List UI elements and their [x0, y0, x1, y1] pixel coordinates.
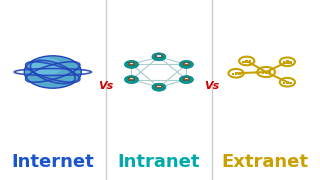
- FancyBboxPatch shape: [283, 61, 285, 64]
- Circle shape: [180, 60, 193, 68]
- FancyBboxPatch shape: [242, 61, 245, 63]
- Text: Vs: Vs: [204, 81, 220, 91]
- FancyBboxPatch shape: [183, 62, 189, 65]
- FancyBboxPatch shape: [286, 81, 289, 84]
- FancyBboxPatch shape: [268, 71, 270, 74]
- FancyBboxPatch shape: [232, 73, 234, 75]
- Circle shape: [24, 56, 81, 88]
- Circle shape: [152, 53, 166, 61]
- FancyBboxPatch shape: [249, 60, 251, 63]
- FancyBboxPatch shape: [283, 82, 285, 84]
- Text: Intranet: Intranet: [118, 153, 200, 171]
- Circle shape: [180, 76, 193, 84]
- FancyBboxPatch shape: [286, 60, 289, 64]
- FancyBboxPatch shape: [130, 63, 133, 64]
- FancyBboxPatch shape: [289, 61, 292, 64]
- FancyBboxPatch shape: [238, 73, 241, 75]
- Circle shape: [124, 60, 139, 68]
- Circle shape: [152, 83, 166, 91]
- FancyBboxPatch shape: [245, 60, 248, 63]
- FancyBboxPatch shape: [235, 72, 237, 75]
- FancyBboxPatch shape: [157, 55, 161, 57]
- FancyBboxPatch shape: [183, 78, 189, 80]
- FancyBboxPatch shape: [130, 78, 133, 79]
- FancyBboxPatch shape: [265, 71, 267, 74]
- Text: Extranet: Extranet: [222, 153, 308, 171]
- Circle shape: [124, 76, 139, 84]
- FancyBboxPatch shape: [262, 72, 264, 74]
- FancyBboxPatch shape: [128, 62, 135, 65]
- Text: Vs: Vs: [98, 81, 114, 91]
- FancyBboxPatch shape: [128, 78, 135, 80]
- FancyBboxPatch shape: [156, 55, 162, 58]
- FancyBboxPatch shape: [185, 63, 188, 64]
- FancyBboxPatch shape: [157, 86, 161, 87]
- Text: Internet: Internet: [12, 153, 94, 171]
- FancyBboxPatch shape: [185, 78, 188, 79]
- Circle shape: [31, 58, 62, 76]
- FancyBboxPatch shape: [156, 85, 162, 88]
- FancyBboxPatch shape: [289, 82, 292, 84]
